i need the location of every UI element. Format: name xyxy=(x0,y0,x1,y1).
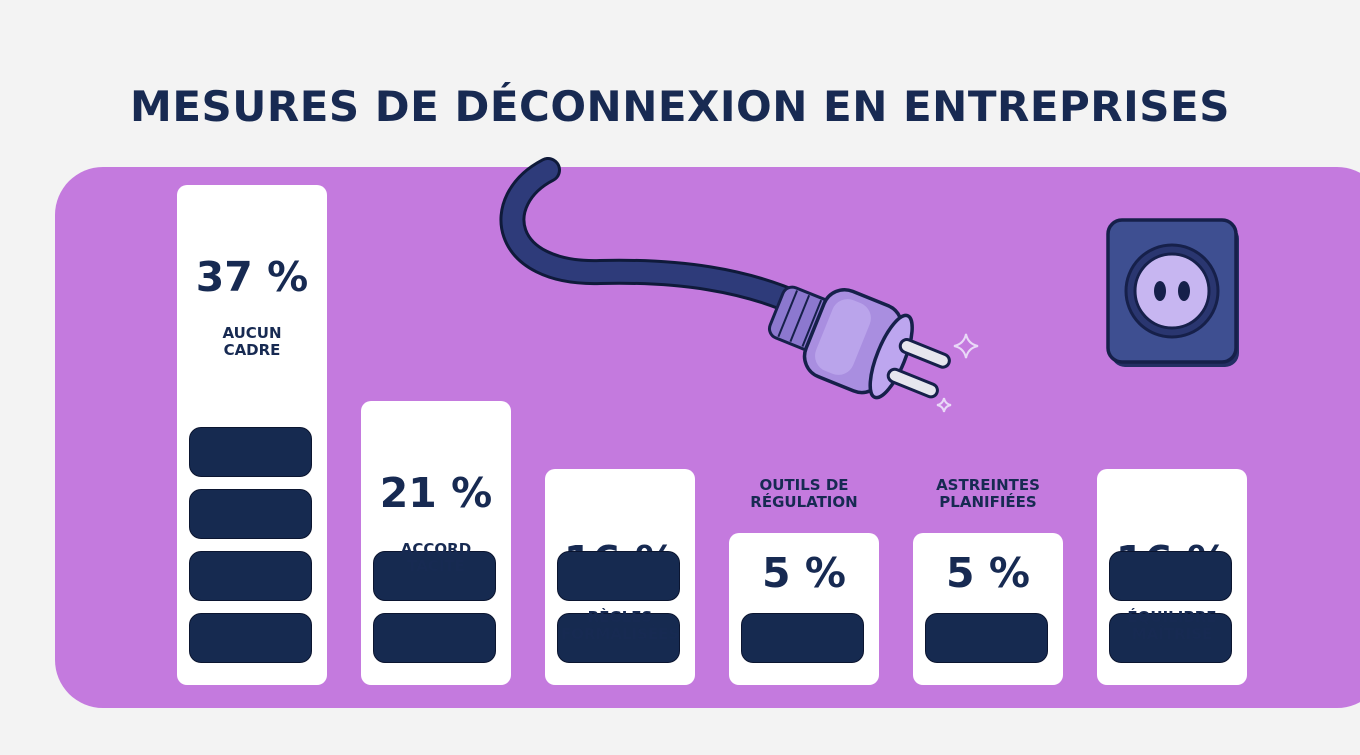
value-label: 37 % xyxy=(195,253,309,301)
stack-block xyxy=(189,427,312,477)
stack-block xyxy=(557,613,680,663)
bar-astreintes-planifiees: 5 % xyxy=(913,533,1063,685)
sparkle-icon xyxy=(953,333,979,359)
value-label: 21 % xyxy=(379,469,493,517)
stack-block xyxy=(189,551,312,601)
stack-block xyxy=(189,489,312,539)
stack-block xyxy=(1109,551,1232,601)
stack-block xyxy=(1109,613,1232,663)
plug-pin-top xyxy=(898,338,951,369)
bar-outils-de-regulation: 5 % xyxy=(729,533,879,685)
socket-hole-left xyxy=(1154,281,1166,301)
category-label: ASTREINTES PLANIFIÉES xyxy=(936,476,1040,511)
bar-aucun-cadre: 37 % xyxy=(177,185,327,685)
category-label: OUTILS DE RÉGULATION xyxy=(750,476,858,511)
plug-pin-bottom xyxy=(886,367,939,399)
stack-block xyxy=(189,613,312,663)
bar-regles-formalisees: 16 % xyxy=(545,469,695,685)
plug-face xyxy=(868,313,914,400)
stack-block xyxy=(741,613,864,663)
bar-equilibre-maitrise: 16 % xyxy=(1097,469,1247,685)
bar-accord-tacite: 21 % xyxy=(361,401,511,685)
socket-hole-right xyxy=(1178,281,1190,301)
page-title: MESURES DE DÉCONNEXION EN ENTREPRISES xyxy=(130,82,1230,131)
category-label: ÉQUILIBRE MAÎTRISÉ xyxy=(1127,608,1217,643)
stack-block xyxy=(373,551,496,601)
cable-fill xyxy=(502,160,810,315)
value-label: 5 % xyxy=(946,549,1030,597)
wall-socket-icon xyxy=(1106,218,1239,367)
sparkle-icon xyxy=(936,397,952,413)
plug-icon xyxy=(767,285,951,400)
category-label: AUCUN CADRE xyxy=(222,324,282,359)
value-label: 5 % xyxy=(762,549,846,597)
stack-block xyxy=(925,613,1048,663)
category-label: RÈGLES FORMALISÉES xyxy=(560,608,680,643)
category-label: ACCORD TACITE xyxy=(400,540,472,575)
stack-block xyxy=(557,551,680,601)
stack-block xyxy=(373,613,496,663)
